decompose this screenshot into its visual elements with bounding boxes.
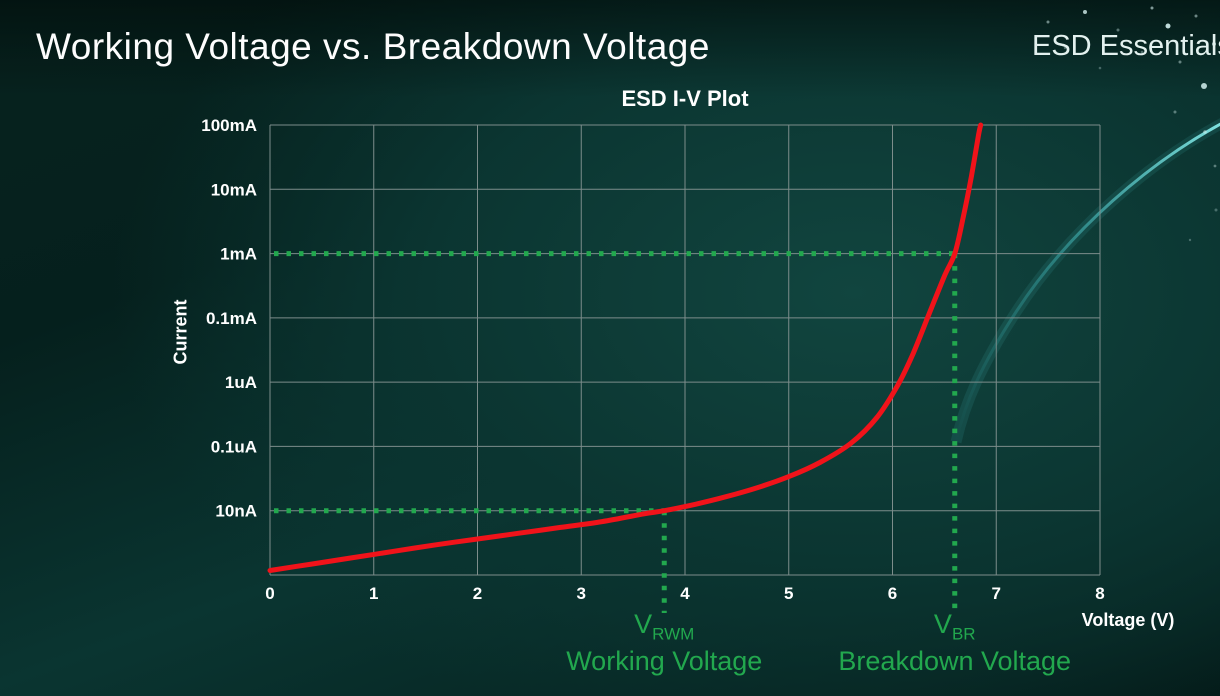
breakdown-voltage-caption: Breakdown Voltage xyxy=(838,646,1072,677)
brand-logo: ESD Essentials xyxy=(1032,30,1220,62)
x-tick-label: 6 xyxy=(888,584,897,603)
x-tick-label: 7 xyxy=(992,584,1001,603)
grid-lines xyxy=(269,124,1101,576)
swoosh-curve xyxy=(954,122,1220,443)
tick-labels: 0 1 2 3 4 5 6 7 8 100mA 10mA 1mA 0.1mA 1uA 0.1uA 10nA xyxy=(201,116,1105,603)
x-tick-label: 0 xyxy=(265,584,274,603)
x-tick-label: 1 xyxy=(369,584,378,603)
y-tick-label: 0.1mA xyxy=(206,309,257,328)
y-tick-label: 0.1uA xyxy=(211,437,257,456)
x-axis-label: Voltage (V) xyxy=(1081,610,1175,630)
x-tick-label: 3 xyxy=(577,584,586,603)
x-tick-label: 5 xyxy=(784,584,793,603)
y-tick-label: 10mA xyxy=(211,180,257,199)
vbr-symbol: V xyxy=(933,609,952,639)
working-voltage-annotation: VRWM Working Voltage xyxy=(566,610,762,677)
vrwm-label: VRWM xyxy=(566,610,762,643)
y-tick-label: 1uA xyxy=(225,373,257,392)
working-voltage-caption: Working Voltage xyxy=(566,646,763,677)
iv-curve xyxy=(267,122,984,573)
page-title: Working Voltage vs. Breakdown Voltage xyxy=(36,26,710,67)
x-tick-label: 8 xyxy=(1095,584,1104,603)
marker-lines xyxy=(274,251,958,613)
vbr-label: VBR xyxy=(838,610,1071,643)
y-tick-label: 100mA xyxy=(201,116,257,135)
x-tick-label: 2 xyxy=(473,584,482,603)
particle-dots xyxy=(1046,6,1218,242)
vbr-subscript: BR xyxy=(951,624,976,644)
y-tick-label: 10nA xyxy=(215,502,257,521)
breakdown-voltage-annotation: VBR Breakdown Voltage xyxy=(838,610,1071,677)
y-tick-label: 1mA xyxy=(220,245,257,264)
vrwm-symbol: V xyxy=(634,609,653,639)
chart-title: ESD I-V Plot xyxy=(621,86,749,111)
vrwm-subscript: RWM xyxy=(652,624,695,644)
x-tick-label: 4 xyxy=(680,584,690,603)
